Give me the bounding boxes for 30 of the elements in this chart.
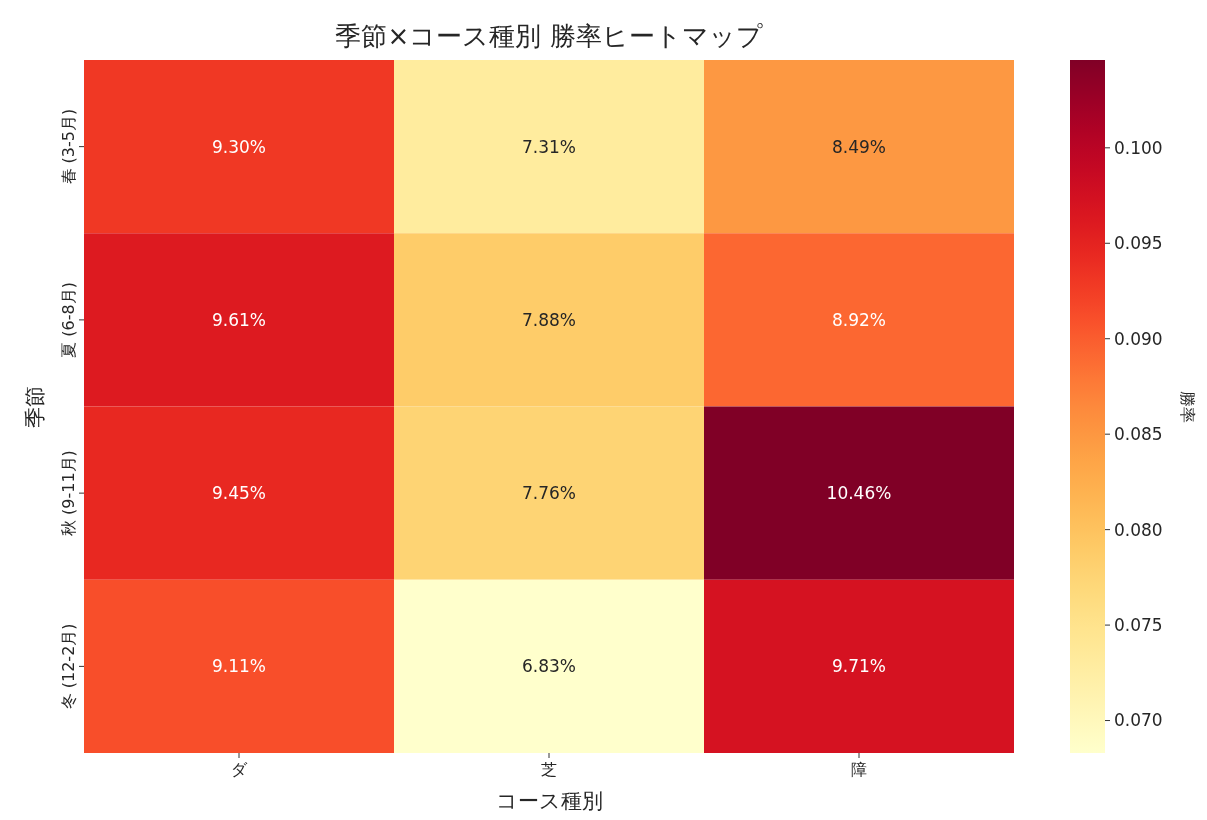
color-bar-label: 0.085 <box>1114 424 1163 445</box>
y-tick-label: 秋 (9-11月) <box>59 450 78 537</box>
data-label: 8.92% <box>831 309 887 330</box>
color-bar-label: 0.080 <box>1114 519 1163 540</box>
color-bar-label: 0.070 <box>1114 710 1163 731</box>
color-bar-label: 0.095 <box>1114 233 1163 254</box>
color-bar-label: 0.090 <box>1114 328 1163 349</box>
color-bar-label: 0.075 <box>1114 615 1163 636</box>
y-axis-title: 季節 <box>23 385 47 428</box>
y-tick-label: 夏 (6-8月) <box>59 282 78 358</box>
x-axis-title: コース種別 <box>495 789 603 813</box>
color-bar-title: 勝率 <box>1178 390 1197 423</box>
data-label: 9.11% <box>211 656 267 677</box>
data-label: 7.88% <box>521 309 577 330</box>
data-label: 9.45% <box>211 483 267 504</box>
y-tick-label: 冬 (12-2月) <box>59 623 78 710</box>
x-tick-label: 障 <box>851 760 867 779</box>
y-tick-label: 春 (3-5月) <box>59 108 78 185</box>
data-label: 6.83% <box>521 656 577 677</box>
data-label: 7.31% <box>521 136 577 157</box>
data-label: 7.76% <box>521 483 577 504</box>
data-label: 10.46% <box>826 483 892 504</box>
data-label: 9.71% <box>831 656 887 677</box>
data-label: 9.61% <box>211 309 267 330</box>
data-label: 9.30% <box>211 136 267 157</box>
color-bar-label: 0.100 <box>1114 137 1163 158</box>
x-tick-label: ダ <box>231 760 248 779</box>
x-tick-label: 芝 <box>541 760 557 779</box>
data-label: 8.49% <box>831 136 887 157</box>
chart-title: 季節×コース種別 勝率ヒートマップ <box>335 21 763 51</box>
